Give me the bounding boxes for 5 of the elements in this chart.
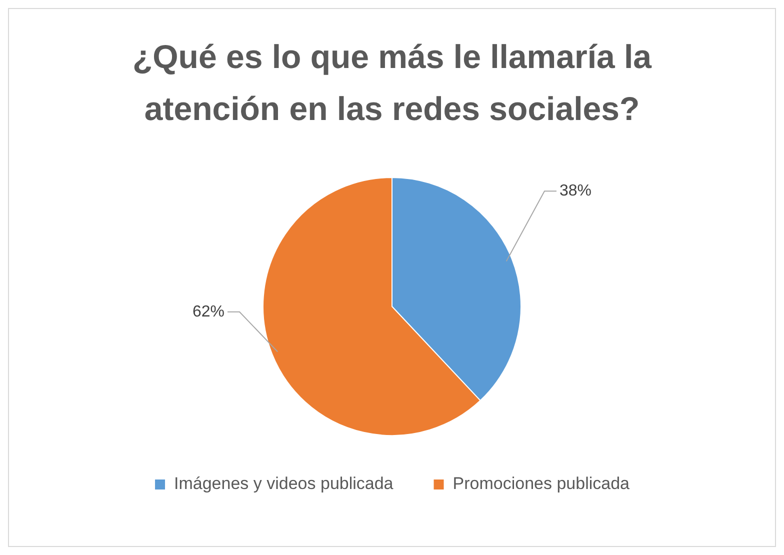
legend-label: Promociones publicada [452, 474, 630, 494]
chart-title: ¿Qué es lo que más le llamaría la atención en las redes sociales? [131, 37, 653, 129]
data-label: 62% [192, 303, 225, 320]
legend-label: Imágenes y videos publicada [174, 474, 394, 494]
data-label: 38% [559, 182, 592, 200]
